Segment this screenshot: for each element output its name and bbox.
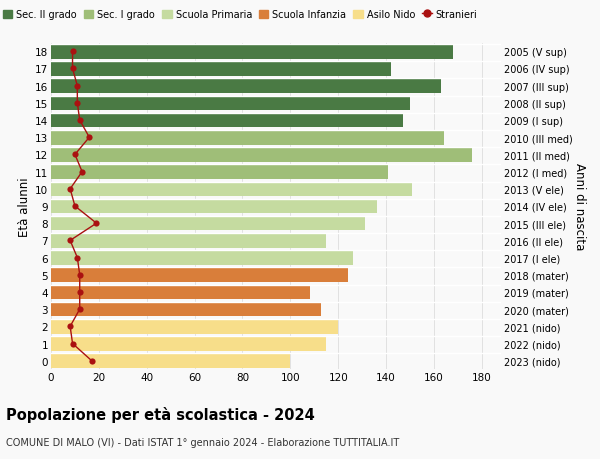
Point [77,168,87,176]
Point [73,83,82,90]
Point [73,254,82,262]
Point [87,357,97,364]
Bar [51,251,353,265]
Point [68,340,77,347]
Bar [51,268,348,282]
Bar [51,336,326,351]
Point [75,289,85,296]
Y-axis label: Anni di nascita: Anni di nascita [574,163,586,250]
Point [75,117,85,124]
Legend: Sec. II grado, Sec. I grado, Scuola Primaria, Scuola Infanzia, Asilo Nido, Stran: Sec. II grado, Sec. I grado, Scuola Prim… [0,6,481,24]
Bar [51,319,338,334]
Bar [51,45,453,60]
Point [92,220,101,227]
Bar [51,234,326,248]
Text: Popolazione per età scolastica - 2024: Popolazione per età scolastica - 2024 [6,406,315,422]
Bar [51,96,410,111]
Text: COMUNE DI MALO (VI) - Dati ISTAT 1° gennaio 2024 - Elaborazione TUTTITALIA.IT: COMUNE DI MALO (VI) - Dati ISTAT 1° genn… [6,437,399,447]
Point [65,186,75,193]
Bar [51,113,403,128]
Y-axis label: Età alunni: Età alunni [18,177,31,236]
Bar [51,285,310,300]
Point [70,151,80,159]
Bar [51,148,472,162]
Bar [51,131,443,145]
Bar [51,216,365,231]
Point [68,66,77,73]
Bar [51,302,322,317]
Point [65,323,75,330]
Point [85,134,94,142]
Bar [51,62,391,77]
Point [65,237,75,245]
Point [73,100,82,107]
Bar [51,79,441,94]
Bar [51,165,389,179]
Bar [51,199,377,214]
Bar [51,182,412,197]
Point [75,271,85,279]
Point [70,203,80,210]
Bar [51,353,290,368]
Point [68,49,77,56]
Point [75,306,85,313]
